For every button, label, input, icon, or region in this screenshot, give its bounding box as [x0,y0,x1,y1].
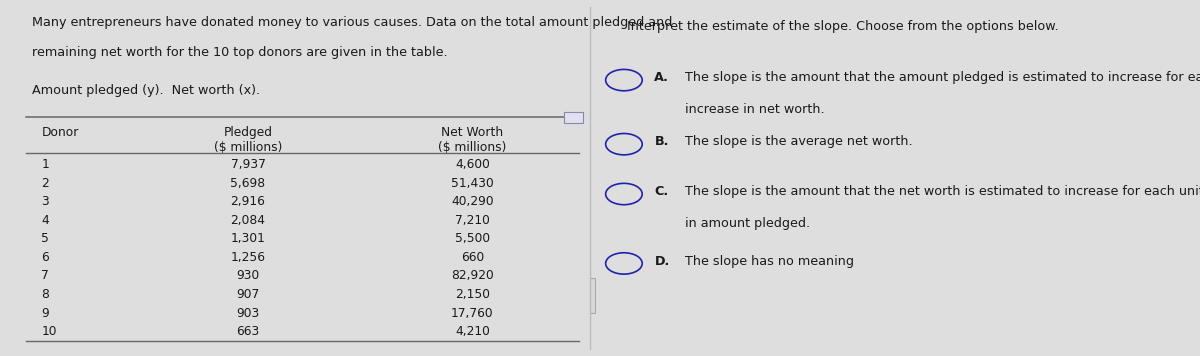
Text: 6: 6 [41,251,49,264]
Text: C.: C. [654,185,668,198]
Text: Many entrepreneurs have donated money to various causes. Data on the total amoun: Many entrepreneurs have donated money to… [32,16,673,29]
Text: 7,937: 7,937 [230,158,265,172]
Text: 903: 903 [236,307,259,320]
Text: 7,210: 7,210 [455,214,490,227]
Bar [586,278,595,313]
Text: B.: B. [654,135,668,148]
Text: 9: 9 [41,307,49,320]
Bar [564,112,583,123]
Text: 7: 7 [41,269,49,283]
Text: 1,256: 1,256 [230,251,265,264]
Text: 1,301: 1,301 [230,232,265,246]
Text: 2,916: 2,916 [230,195,265,209]
Text: The slope has no meaning: The slope has no meaning [685,255,854,268]
Text: 51,430: 51,430 [451,177,493,190]
Text: 4,210: 4,210 [455,325,490,338]
Text: 1: 1 [41,158,49,172]
Text: 17,760: 17,760 [451,307,493,320]
Text: 4,600: 4,600 [455,158,490,172]
Text: 8: 8 [41,288,49,301]
Text: 663: 663 [236,325,259,338]
Text: D.: D. [654,255,670,268]
Text: Interpret the estimate of the slope. Choose from the options below.: Interpret the estimate of the slope. Cho… [626,20,1058,33]
Text: 4: 4 [41,214,49,227]
Text: 5,698: 5,698 [230,177,265,190]
Text: 5,500: 5,500 [455,232,490,246]
Text: 82,920: 82,920 [451,269,493,283]
Text: increase in net worth.: increase in net worth. [685,103,824,116]
Text: Amount pledged (y).  Net worth (x).: Amount pledged (y). Net worth (x). [32,84,260,97]
Text: Net Worth
($ millions): Net Worth ($ millions) [438,126,506,155]
Text: The slope is the average net worth.: The slope is the average net worth. [685,135,912,148]
Text: The slope is the amount that the net worth is estimated to increase for each uni: The slope is the amount that the net wor… [685,185,1200,198]
Text: 2,150: 2,150 [455,288,490,301]
Text: A.: A. [654,71,670,84]
Text: 10: 10 [41,325,56,338]
Text: remaining net worth for the 10 top donors are given in the table.: remaining net worth for the 10 top donor… [32,46,448,59]
Text: Donor: Donor [41,126,79,140]
Text: The slope is the amount that the amount pledged is estimated to increase for eac: The slope is the amount that the amount … [685,71,1200,84]
Text: in amount pledged.: in amount pledged. [685,217,810,230]
Text: 2: 2 [41,177,49,190]
Text: 3: 3 [41,195,49,209]
Text: 930: 930 [236,269,259,283]
Text: Pledged
($ millions): Pledged ($ millions) [214,126,282,155]
Text: 40,290: 40,290 [451,195,493,209]
Text: 907: 907 [236,288,259,301]
Text: 660: 660 [461,251,484,264]
Text: 2,084: 2,084 [230,214,265,227]
Text: 5: 5 [41,232,49,246]
